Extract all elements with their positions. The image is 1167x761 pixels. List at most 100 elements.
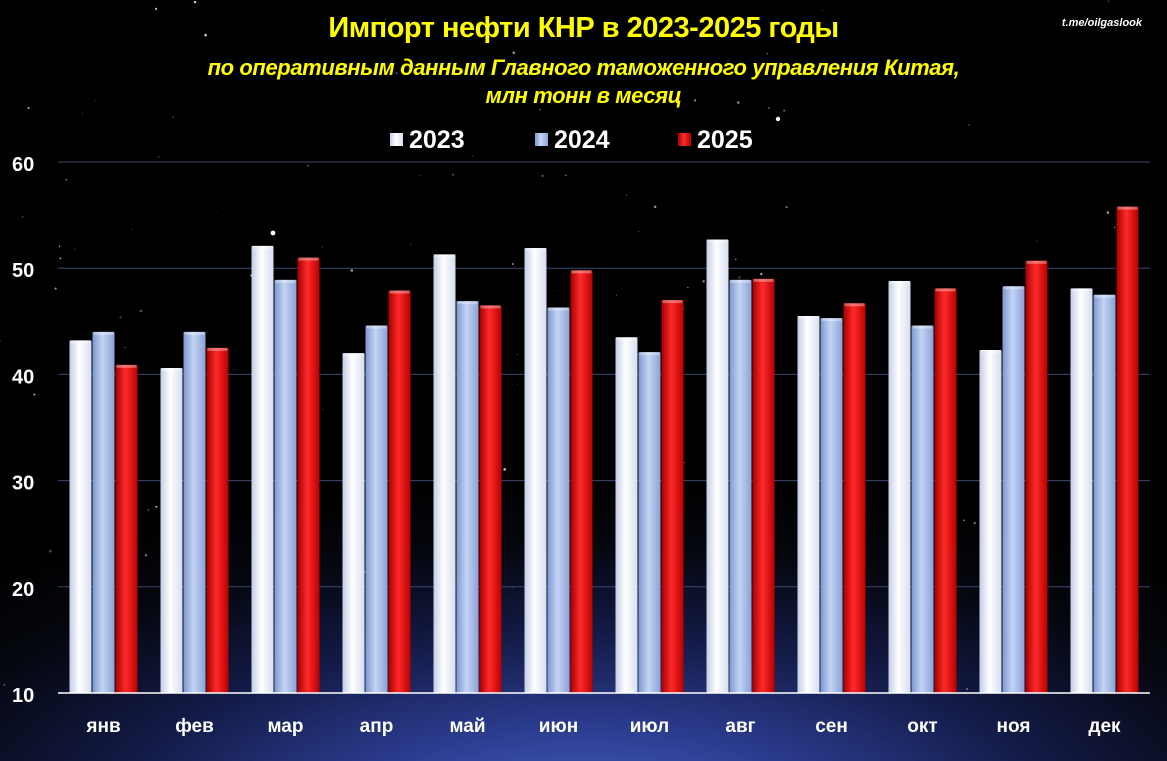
star [760, 272, 763, 276]
star [615, 294, 617, 296]
bar-highlight [753, 278, 774, 282]
star [119, 316, 122, 319]
y-tick-label: 50 [12, 260, 34, 282]
star [410, 244, 411, 246]
bar-highlight [571, 270, 592, 274]
bar-highlight [821, 318, 842, 322]
legend-swatch-2025 [678, 133, 691, 146]
bar-2023-июн [524, 248, 547, 693]
bar-highlight [1003, 286, 1024, 290]
star [683, 461, 686, 464]
star [144, 553, 148, 557]
x-tick-label: авг [725, 716, 755, 737]
bar-2025-мар [297, 257, 320, 693]
star [575, 35, 578, 38]
bar-2025-янв [115, 364, 138, 693]
bar-highlight [1071, 288, 1092, 292]
star [3, 683, 6, 686]
star [845, 223, 847, 225]
x-tick-label: ноя [997, 716, 1031, 737]
star [147, 508, 150, 512]
bar-highlight [980, 349, 1001, 353]
y-tick-label: 30 [12, 473, 34, 495]
star [625, 194, 628, 196]
star [722, 69, 724, 70]
star [654, 205, 657, 208]
y-tick-label: 10 [12, 685, 34, 707]
bar-2023-фев [160, 368, 183, 693]
bar-2023-авг [706, 239, 729, 693]
legend-label-2024: 2024 [554, 126, 610, 154]
x-tick-label: янв [85, 716, 120, 737]
star [204, 33, 207, 37]
bar-highlight [434, 254, 455, 258]
bar-highlight [1117, 206, 1138, 210]
legend-swatch-2024 [535, 133, 548, 146]
star [270, 230, 276, 236]
star [21, 215, 24, 218]
x-tick-label: сен [815, 716, 848, 737]
star [385, 18, 387, 20]
bar-highlight [798, 315, 819, 319]
bar-2023-июл [615, 337, 638, 693]
x-tick-label: мар [268, 716, 304, 737]
star [968, 124, 970, 126]
bar-highlight [662, 300, 683, 304]
bar-2024-сен [820, 318, 843, 693]
star [737, 101, 740, 104]
bar-2023-ноя [979, 349, 1002, 693]
star [81, 112, 83, 114]
star [172, 116, 174, 118]
x-tick-label: окт [907, 716, 937, 737]
star [343, 698, 344, 700]
star [452, 174, 454, 176]
bar-highlight [1026, 260, 1047, 264]
star [350, 269, 354, 272]
star [217, 212, 218, 214]
star [766, 52, 769, 55]
chart-subtitle-line2: млн тонн в месяц [485, 83, 682, 108]
y-tick-label: 60 [12, 154, 34, 176]
bar-2023-мар [251, 245, 274, 693]
star [232, 368, 235, 371]
bar-2024-окт [911, 325, 934, 693]
bar-highlight [184, 331, 205, 335]
bar-2023-апр [342, 353, 365, 693]
chart-subtitle: по оперативным данным Главного таможенно… [0, 54, 1167, 110]
bar-2023-май [433, 254, 456, 694]
star [33, 393, 36, 396]
bar-highlight [161, 368, 182, 372]
bar-highlight [457, 301, 478, 305]
star [1113, 226, 1116, 229]
star [821, 9, 823, 11]
star [1036, 240, 1038, 242]
star [155, 505, 158, 508]
bar-2025-авг [752, 278, 775, 693]
bar-highlight [639, 352, 660, 356]
bar-2025-июн [570, 270, 593, 693]
star [395, 72, 398, 75]
bar-highlight [116, 364, 137, 368]
bar-highlight [207, 347, 228, 351]
star [1106, 211, 1110, 214]
star [463, 198, 465, 199]
bar-2024-ноя [1002, 286, 1025, 693]
bar-2024-янв [92, 331, 115, 693]
star [922, 95, 924, 97]
star [503, 468, 507, 471]
x-tick-label: июн [539, 716, 578, 737]
legend-label-2025: 2025 [697, 126, 753, 154]
star [321, 246, 323, 248]
bar-2025-дек [1116, 206, 1139, 693]
star [49, 549, 52, 553]
star [646, 16, 648, 18]
bar-highlight [93, 331, 114, 335]
bar-2024-авг [729, 279, 752, 693]
bar-highlight [525, 248, 546, 252]
star [785, 205, 788, 209]
bar-2023-дек [1070, 288, 1093, 693]
y-tick-label: 40 [12, 366, 34, 388]
star [74, 248, 76, 250]
legend-label-2023: 2023 [409, 126, 465, 154]
